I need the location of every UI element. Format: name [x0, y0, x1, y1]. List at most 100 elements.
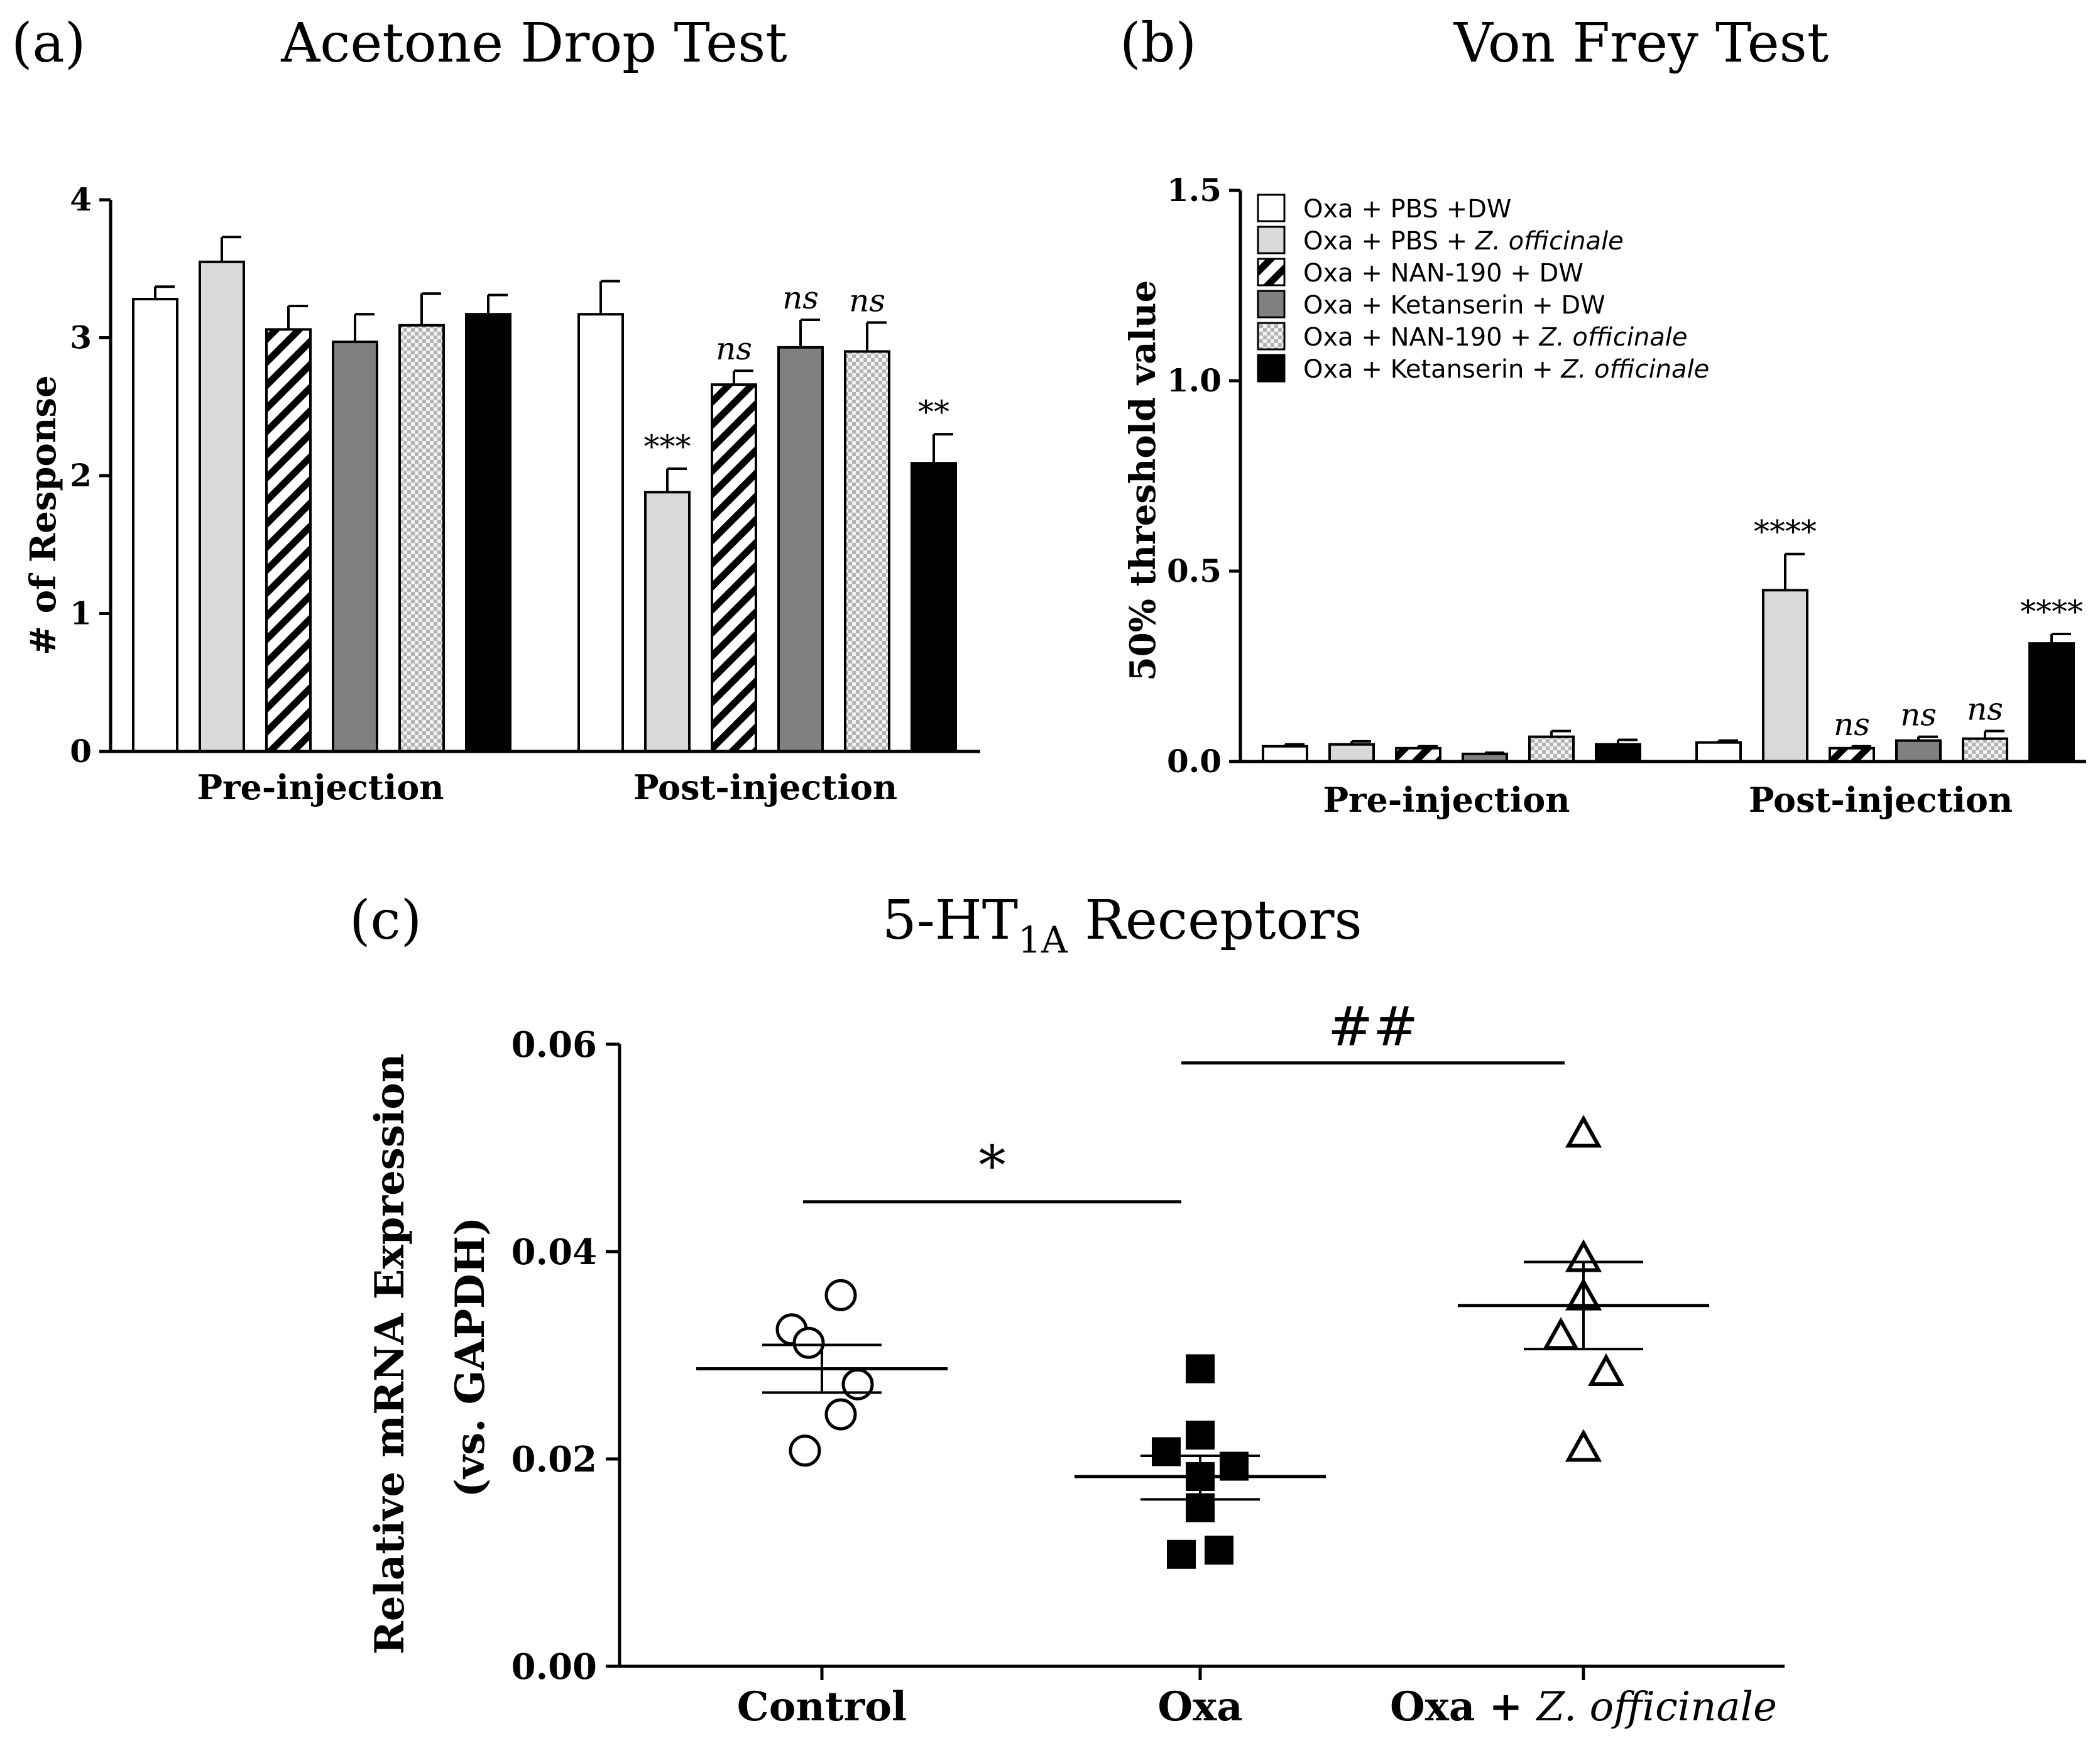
panel-a-acetone-drop-test: (a) Acetone Drop Test # of Response 0 1 2 3…: [11, 12, 980, 807]
panel-c-group-label-oxa-z-italic: Z. officinale: [1536, 1684, 1777, 1730]
panel-c-significance: * ##: [803, 996, 1565, 1204]
c-point-control-5: [789, 1434, 821, 1467]
legend-label-italic-4: Z. officinale: [1539, 323, 1688, 352]
a-bar-post-injection-oxa-nan-190-dw: [711, 383, 757, 753]
panel-c-y-ticks: 0.00 0.02 0.04 0.06: [511, 1024, 1585, 1688]
b-bar-pre-injection-oxa-pbs-z-officinale: [1328, 743, 1375, 763]
c-point-oxa-2: [1186, 1421, 1215, 1450]
a-ytick-label-1: 1: [70, 595, 92, 632]
c-point-oxa-0: [1186, 1354, 1215, 1384]
panel-c-group-label-oxa: Oxa: [1157, 1683, 1242, 1730]
panel-c-title-rest: Receptors: [1068, 889, 1362, 952]
a-significance-post-injection-3: ns: [782, 280, 819, 316]
a-bar-post-injection-oxa-pbs-dw: [577, 313, 624, 753]
c-ytick-label-3: 0.06: [511, 1024, 597, 1066]
panel-a-y-axis-label: # of Response: [23, 375, 64, 655]
legend-swatch-oxa-ketanserin-z-officinale: [1257, 354, 1286, 383]
a-bar-post-injection-oxa-nan-190-z-officinale: [844, 350, 890, 753]
legend-label-oxa-nan-190-z-officinale: Oxa + NAN-190 + Z. officinale: [1303, 323, 1688, 352]
legend-label-main-3: Oxa + Ketanserin + DW: [1303, 291, 1605, 320]
b-ytick-label-0: 0.0: [1167, 743, 1222, 780]
b-bar-post-injection-oxa-ketanserin-dw: [1895, 739, 1942, 763]
a-bar-pre-injection-oxa-ketanserin-dw: [332, 341, 378, 753]
c-point-oxa-z-officinale-0: [1565, 1115, 1602, 1148]
panel-c-5ht1a-receptors: (c) 5-HT1A Receptors Relative mRNA Expre…: [349, 889, 1785, 1730]
legend-label-italic-5: Z. officinale: [1560, 355, 1709, 384]
panel-b-von-frey-test: (b) Von Frey Test 50% threshold value 0.…: [1120, 12, 2086, 820]
b-bar-pre-injection-oxa-nan-190-z-officinale: [1528, 735, 1575, 763]
legend-label-italic-1: Z. officinale: [1475, 227, 1624, 256]
legend-swatch-oxa-ketanserin-dw: [1257, 290, 1286, 319]
panel-c-title-main: 5-HT: [882, 889, 1018, 952]
c-point-control-4: [824, 1398, 857, 1431]
a-bar-pre-injection-oxa-pbs-z-officinale: [199, 260, 245, 753]
a-bar-pre-injection-oxa-ketanserin-z-officinale: [465, 313, 511, 753]
c-point-control-3: [841, 1368, 874, 1401]
a-ytick-label-4: 4: [70, 181, 92, 218]
a-bar-post-injection-oxa-ketanserin-z-officinale: [911, 462, 957, 753]
legend-swatch-oxa-pbs-dw: [1257, 194, 1286, 222]
panel-a-category-post-injection: Post-injection: [633, 767, 897, 807]
legend-label-main-0: Oxa + PBS +DW: [1303, 195, 1511, 224]
b-ytick-label-3: 1.5: [1167, 172, 1222, 209]
panel-b-letter: (b): [1120, 12, 1196, 75]
c-point-oxa-1: [1152, 1437, 1181, 1466]
legend-label-oxa-ketanserin-z-officinale: Oxa + Ketanserin + Z. officinale: [1303, 355, 1709, 384]
a-bar-post-injection-oxa-pbs-z-officinale: [644, 491, 691, 753]
legend-label-oxa-pbs-z-officinale: Oxa + PBS + Z. officinale: [1303, 227, 1624, 256]
c-point-control-2: [824, 1279, 857, 1311]
panel-c-group-label-oxa-z-officinale: Oxa + Z. officinale: [1390, 1683, 1777, 1730]
c-point-oxa-z-officinale-5: [1565, 1429, 1602, 1462]
panel-a-y-ticks: 0 1 2 3 4: [70, 181, 111, 770]
b-bar-pre-injection-oxa-nan-190-dw: [1395, 746, 1441, 763]
b-significance-post-injection-1: ****: [1754, 514, 1817, 550]
b-significance-post-injection-3: ns: [1900, 697, 1937, 733]
legend-label-main-1: Oxa + PBS +: [1303, 227, 1475, 256]
b-bar-pre-injection-oxa-pbs-dw: [1262, 745, 1308, 763]
a-bar-pre-injection-oxa-nan-190-dw: [265, 328, 312, 753]
c-point-control-1: [792, 1326, 825, 1359]
a-significance-post-injection-2: ns: [716, 330, 752, 367]
legend-swatch-oxa-nan-190-dw: [1257, 258, 1286, 287]
a-significance-post-injection-4: ns: [849, 282, 885, 319]
panel-b-y-axis-label: 50% threshold value: [1122, 280, 1164, 681]
a-ytick-label-2: 2: [70, 457, 92, 494]
b-bar-post-injection-oxa-nan-190-dw: [1829, 746, 1875, 763]
panel-b-category-post-injection: Post-injection: [1749, 780, 2013, 820]
a-significance-post-injection-5: **: [918, 394, 949, 430]
a-bar-pre-injection-oxa-nan-190-z-officinale: [398, 324, 445, 753]
panel-b-category-pre-injection: Pre-injection: [1323, 780, 1570, 820]
a-bar-post-injection-oxa-ketanserin-dw: [777, 346, 824, 753]
c-point-oxa-z-officinale-4: [1587, 1353, 1625, 1387]
legend-swatch-oxa-pbs-z-officinale: [1257, 226, 1286, 254]
panel-c-letter: (c): [349, 889, 422, 952]
panel-c-group-label-oxa-z-prefix: Oxa +: [1390, 1683, 1537, 1730]
c-significance-label-0: *: [979, 1135, 1006, 1198]
panel-a-letter: (a): [11, 12, 85, 75]
panel-a-title: Acetone Drop Test: [280, 12, 787, 75]
panel-b-bars: ****ns ns ns****: [1262, 514, 2083, 763]
b-ytick-label-2: 1.0: [1167, 362, 1222, 399]
panel-b-title: Von Frey Test: [1453, 12, 1829, 75]
legend-label-oxa-pbs-dw: Oxa + PBS +DW: [1303, 195, 1511, 224]
a-ytick-label-3: 3: [70, 319, 92, 356]
b-significance-post-injection-4: ns: [1967, 691, 2003, 728]
b-bar-post-injection-oxa-ketanserin-z-officinale: [2028, 642, 2075, 763]
b-significance-post-injection-2: ns: [1834, 706, 1870, 743]
a-significance-post-injection-1: ***: [644, 429, 691, 465]
panel-c-title: 5-HT1A Receptors: [882, 889, 1362, 961]
legend-label-main-2: Oxa + NAN-190 + DW: [1303, 259, 1583, 288]
b-ytick-label-1: 0.5: [1167, 552, 1222, 589]
panel-b-y-ticks: 0.0 0.5 1.0 1.5: [1167, 172, 1240, 780]
legend-label-oxa-ketanserin-dw: Oxa + Ketanserin + DW: [1303, 291, 1605, 320]
panel-c-points: [696, 1115, 1709, 1569]
c-point-oxa-7: [1205, 1536, 1233, 1565]
b-bar-post-injection-oxa-nan-190-z-officinale: [1962, 737, 2008, 763]
c-point-oxa-6: [1167, 1539, 1196, 1569]
panel-c-y-axis-label-line2: (vs. GAPDH): [447, 1217, 494, 1498]
c-ytick-label-1: 0.02: [511, 1439, 597, 1480]
b-bar-post-injection-oxa-pbs-z-officinale: [1762, 589, 1808, 763]
b-significance-post-injection-5: ****: [2020, 594, 2083, 630]
